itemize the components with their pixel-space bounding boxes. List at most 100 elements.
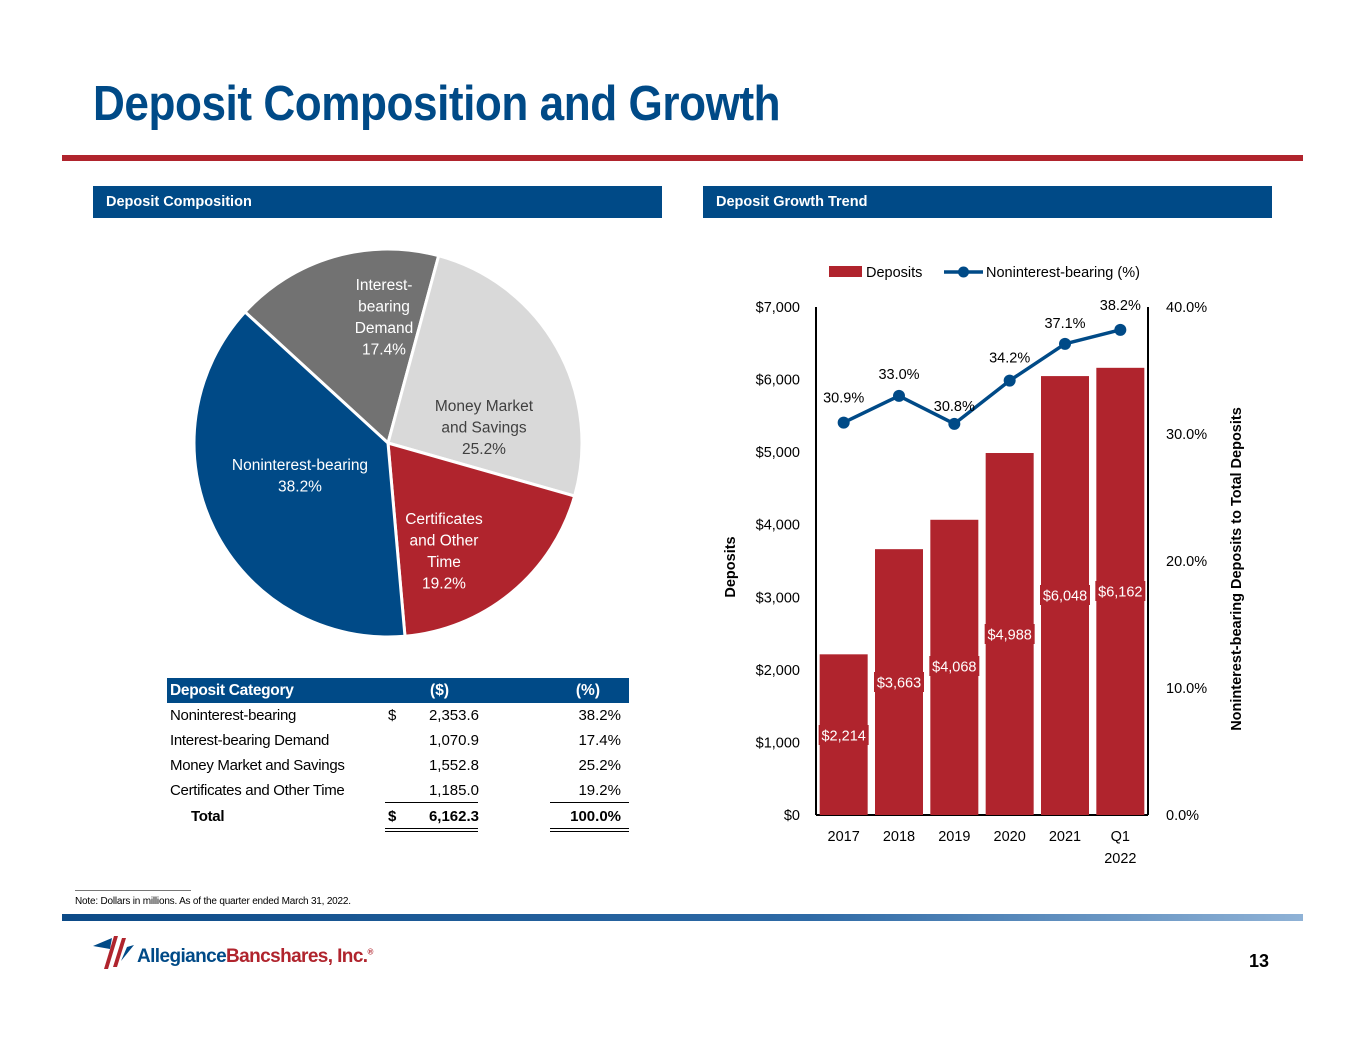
row-percent: 17.4%	[578, 732, 621, 749]
footnote: Note: Dollars in millions. As of the qua…	[75, 896, 351, 907]
pie-label-line: Certificates	[405, 511, 483, 528]
left-tick-label: $1,000	[756, 735, 800, 751]
header-category: Deposit Category	[170, 682, 294, 699]
pie-label-line: bearing	[358, 299, 410, 316]
bar-data-label: $6,048	[1043, 589, 1087, 605]
line-point	[893, 389, 905, 402]
row-percent: 38.2%	[578, 707, 621, 724]
star-logo-icon	[93, 936, 134, 969]
legend-noninterest-label: Noninterest-bearing (%)	[986, 265, 1140, 281]
left-tick-label: $5,000	[756, 445, 800, 461]
pie-label-line: Noninterest-bearing	[232, 457, 368, 474]
pie-label-line: Time	[427, 554, 461, 571]
logo-text-bancshares: Bancshares, Inc.	[226, 946, 368, 967]
legend-deposits-label: Deposits	[866, 265, 922, 281]
table-row: Interest-bearing Demand 1,070.9 17.4%	[167, 728, 629, 753]
line-data-label: 30.8%	[934, 399, 975, 415]
company-logo: AllegianceBancshares, Inc.®	[93, 933, 393, 973]
bar-data-label-bg	[1040, 585, 1090, 605]
bar-data-label: $3,663	[877, 676, 921, 692]
right-tick-label: 0.0%	[1166, 808, 1199, 824]
pie-label-line: Demand	[355, 320, 414, 337]
bar-data-label: $4,068	[932, 660, 976, 676]
bar-data-label-bg	[874, 672, 924, 692]
category-label: 2022	[1104, 851, 1136, 867]
row-amount: 1,552.8	[428, 757, 479, 774]
right-tick-label: 10.0%	[1166, 681, 1207, 697]
row-category: Noninterest-bearing	[170, 707, 297, 724]
header-percent: (%)	[575, 682, 600, 699]
category-label: 2020	[994, 829, 1026, 845]
section-header-deposit-composition: Deposit Composition	[93, 186, 662, 218]
footer-divider	[62, 914, 1303, 921]
category-label: 2018	[883, 829, 915, 845]
pie-label-line: and Savings	[441, 420, 527, 437]
right-axis-title: Noninterest-bearing Deposits to Total De…	[1229, 407, 1245, 731]
total-double-rule-percent	[550, 828, 629, 832]
total-double-rule-amount	[385, 828, 478, 832]
legend-line-marker	[958, 266, 969, 278]
row-percent: 19.2%	[578, 782, 621, 799]
left-tick-label: $2,000	[756, 663, 800, 679]
table-row: Money Market and Savings 1,552.8 25.2%	[167, 753, 629, 778]
pie-label-money-market-and-savings: Money Market and Savings 25.2%	[435, 398, 534, 458]
legend-deposits-swatch	[829, 266, 862, 277]
pie-label-line: 19.2%	[422, 576, 466, 593]
bar-data-label-bg	[1095, 581, 1146, 601]
row-category: Interest-bearing Demand	[170, 732, 330, 749]
table-row: Noninterest-bearing $ 2,353.6 38.2%	[167, 703, 629, 728]
row-category: Certificates and Other Time	[170, 782, 345, 799]
logo-text-allegiance: Allegiance	[137, 946, 227, 967]
line-point	[1003, 374, 1016, 387]
bar-data-label: $6,162	[1098, 585, 1142, 601]
bar-data-label: $2,214	[821, 729, 865, 745]
row-category: Money Market and Savings	[170, 757, 345, 774]
pie-slice-interest-bearing-demand	[242, 247, 441, 446]
row-amount: 1,070.9	[428, 732, 479, 749]
left-tick-label: $7,000	[756, 300, 800, 316]
line-data-label: 30.9%	[823, 391, 864, 407]
line-data-label: 33.0%	[878, 367, 919, 383]
left-axis-title: Deposits	[723, 536, 739, 597]
row-percent: 25.2%	[578, 757, 621, 774]
line-point	[1114, 323, 1127, 336]
pie-slice-money-market-and-savings	[386, 253, 584, 498]
table-row: Certificates and Other Time 1,185.0 19.2…	[167, 778, 629, 803]
total-label: Total	[191, 808, 225, 825]
line-data-label: 37.1%	[1044, 316, 1085, 332]
title-divider	[62, 155, 1303, 161]
page-title: Deposit Composition and Growth	[93, 77, 781, 131]
pie-label-line: 17.4%	[362, 342, 406, 359]
line-point	[1059, 337, 1071, 350]
category-label: 2019	[938, 829, 970, 845]
row-amount: 1,185.0	[428, 782, 479, 799]
section-header-deposit-growth-trend: Deposit Growth Trend	[703, 186, 1272, 218]
line-data-label: 34.2%	[989, 351, 1030, 367]
pie-label-line: and Other	[410, 533, 479, 550]
pie-label-certificates-and-other-time: Certificates and Other Time 19.2%	[405, 511, 483, 593]
line-data-label: 38.2%	[1100, 298, 1141, 314]
total-percent: 100.0%	[570, 808, 621, 825]
category-label: Q1	[1111, 829, 1130, 845]
subtotal-rule-amount	[385, 802, 478, 803]
bar-data-label: $4,988	[987, 628, 1031, 644]
noninterest-line	[842, 328, 1121, 426]
bar-data-label-bg	[984, 624, 1035, 644]
left-tick-label: $4,000	[756, 518, 800, 534]
page-number: 13	[1248, 951, 1269, 971]
row-amount: 2,353.6	[428, 707, 479, 724]
header-amount: ($)	[430, 682, 449, 699]
line-point	[837, 416, 850, 429]
table-header: Deposit Category ($) (%)	[167, 678, 629, 703]
pie-label-line: Money Market	[435, 398, 534, 415]
left-tick-label: $0	[784, 808, 800, 824]
pie-slice-certificates-and-other-time	[386, 440, 577, 638]
category-label: 2017	[828, 829, 860, 845]
right-tick-label: 20.0%	[1166, 554, 1207, 570]
category-label: 2021	[1049, 829, 1081, 845]
subtotal-rule-percent	[550, 802, 629, 803]
line-point	[948, 417, 961, 430]
pie-label-line: Interest-	[356, 277, 413, 294]
